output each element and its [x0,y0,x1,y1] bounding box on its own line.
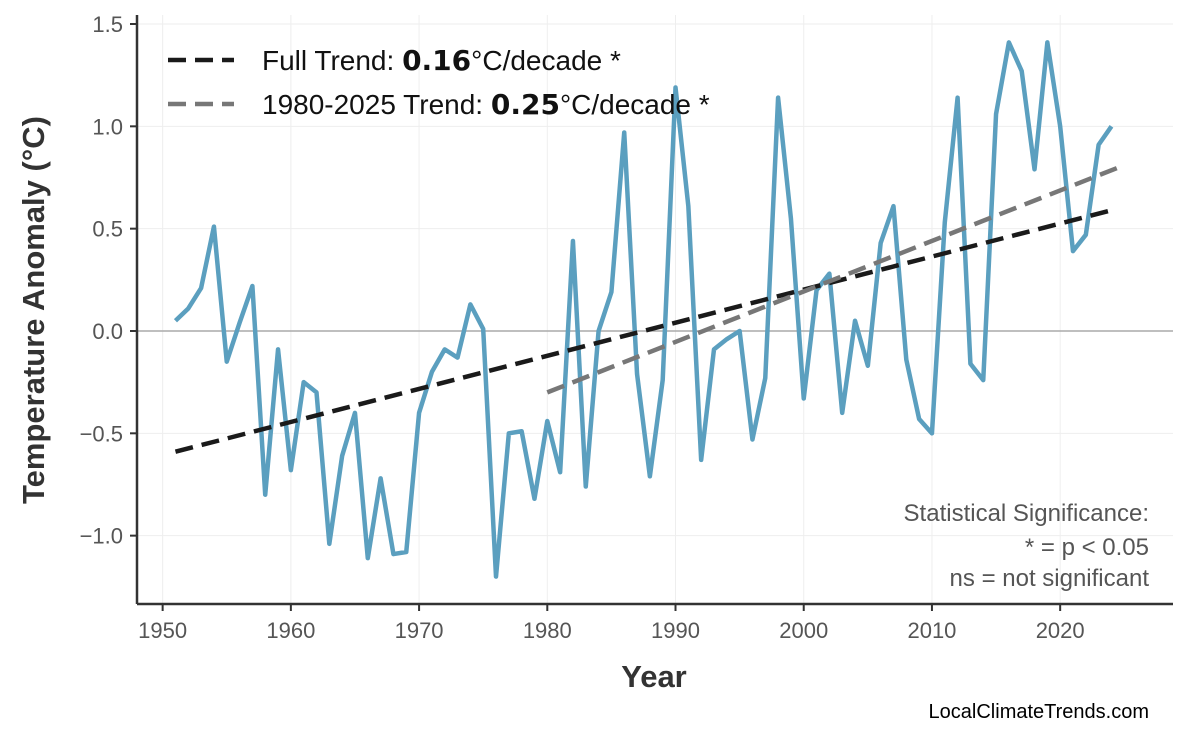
y-axis-label: Temperature Anomaly (°C) [16,116,51,504]
x-axis-label: Year [621,659,687,694]
x-tick-label: 1970 [395,618,444,643]
y-tick-label: 0.0 [92,319,123,344]
legend-entry-full: Full Trend: 0.16°C/decade * [262,44,621,77]
x-tick-label: 1950 [138,618,187,643]
y-tick-label: 0.5 [92,217,123,242]
credit-text: LocalClimateTrends.com [929,701,1149,723]
x-ticks: 1950 1960 1970 1980 1990 2000 2010 2020 [138,604,1085,643]
anomaly-series-line [173,40,1114,579]
y-tick-label: −1.0 [80,524,123,549]
significance-title: Statistical Significance: [904,500,1149,527]
x-tick-label: 1980 [523,618,572,643]
y-tick-label: 1.0 [92,114,123,139]
x-tick-label: 2000 [779,618,828,643]
y-tick-label: 1.5 [92,12,123,37]
significance-ns-note: ns = not significant [950,565,1150,592]
legend-entry-recent: 1980-2025 Trend: 0.25°C/decade * [262,88,710,121]
x-tick-label: 1960 [266,618,315,643]
recent-trend-line [546,163,1126,395]
x-tick-label: 2010 [907,618,956,643]
y-tick-label: −0.5 [80,421,123,446]
x-tick-label: 1990 [651,618,700,643]
legend: Full Trend: 0.16°C/decade * 1980-2025 Tr… [168,44,710,121]
significance-star-note: * = p < 0.05 [1025,534,1149,561]
axes [135,15,1173,606]
x-tick-label: 2020 [1036,618,1085,643]
y-ticks: −1.0 −0.5 0.0 0.5 1.0 1.5 [80,12,137,549]
